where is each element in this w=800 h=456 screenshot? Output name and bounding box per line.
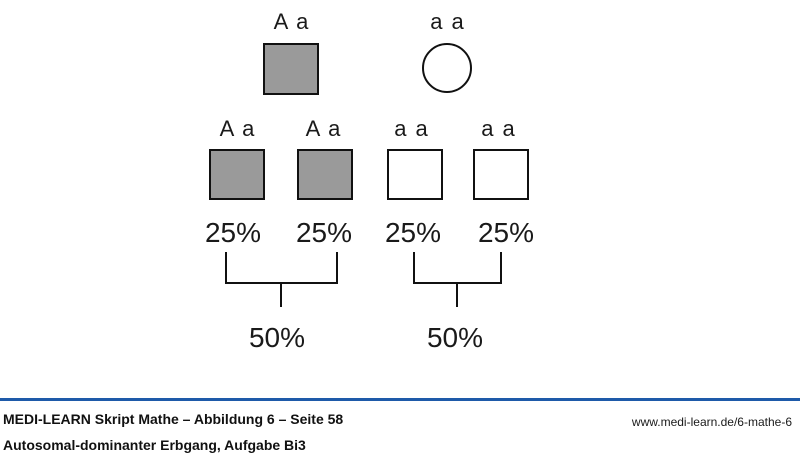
offspring-3-genotype-label: a a [394,116,428,141]
footer-url: www.medi-learn.de/6-mathe-6 [631,415,792,429]
offspring-1-probability: 25% [204,217,262,248]
offspring-1-genotype-label: A a [219,116,255,141]
parent-2-genotype-label: a a [430,9,464,34]
footer-divider-rule [0,398,800,401]
group-1-bracket-stem [280,284,282,307]
offspring-2-affected-square [297,149,353,200]
parent-1-genotype-label: A a [273,9,309,34]
group-1-bracket [225,252,338,284]
offspring-1-affected-square [209,149,265,200]
offspring-3-probability: 25% [384,217,442,248]
footer-caption-line: Autosomal-dominanter Erbgang, Aufgabe Bi… [3,437,306,453]
footer-source-line: MEDI-LEARN Skript Mathe – Abbildung 6 – … [3,411,344,427]
offspring-3-unaffected-square [387,149,443,200]
offspring-4-probability: 25% [477,217,535,248]
offspring-4-genotype-label: a a [481,116,515,141]
offspring-2-genotype-label: A a [305,116,341,141]
parent-2-unaffected-circle [422,43,472,93]
offspring-4-unaffected-square [473,149,529,200]
offspring-2-probability: 25% [295,217,353,248]
group-2-bracket-stem [456,284,458,307]
group-2-total-probability: 50% [426,322,484,353]
group-2-bracket [413,252,502,284]
group-1-total-probability: 50% [248,322,306,353]
parent-1-affected-square [263,43,319,95]
